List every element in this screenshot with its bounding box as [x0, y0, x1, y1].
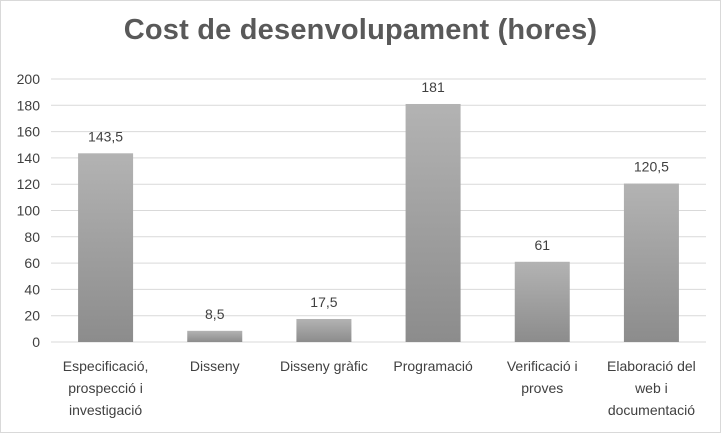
category-label: web i: [634, 380, 668, 396]
data-label: 143,5: [88, 128, 123, 144]
bar: [296, 318, 352, 342]
bars: [78, 103, 679, 342]
y-tick-label: 160: [17, 124, 41, 140]
category-label: Disseny gràfic: [280, 358, 368, 374]
data-label: 8,5: [205, 306, 225, 322]
y-tick-label: 20: [24, 308, 40, 324]
y-tick-label: 180: [17, 97, 41, 113]
y-tick-label: 100: [17, 203, 41, 219]
category-label: prospecció i: [68, 380, 143, 396]
category-label: investigació: [69, 402, 142, 418]
y-tick-label: 200: [17, 71, 41, 87]
gridlines: [51, 78, 706, 343]
y-tick-label: 40: [24, 281, 40, 297]
data-labels: 143,5 8,5 17,5 181 61 120,5: [88, 79, 669, 322]
data-label: 61: [534, 237, 550, 253]
y-axis-ticks: 0 20 40 60 80 100 120 140 160 180 200: [17, 71, 41, 350]
bar: [78, 153, 134, 342]
category-label: documentació: [608, 402, 695, 418]
data-label: 120,5: [634, 159, 669, 175]
bar: [405, 103, 461, 342]
data-label: 17,5: [310, 294, 337, 310]
category-label: Programació: [393, 358, 473, 374]
y-tick-label: 80: [24, 229, 40, 245]
y-tick-label: 120: [17, 176, 41, 192]
category-label: Disseny: [190, 358, 240, 374]
y-tick-label: 0: [32, 334, 40, 350]
bar: [514, 261, 570, 342]
data-label: 181: [421, 79, 445, 95]
category-label: proves: [521, 380, 563, 396]
y-tick-label: 140: [17, 150, 41, 166]
category-label: Elaboració del: [607, 358, 696, 374]
bar: [187, 330, 243, 342]
category-label: Especificació,: [63, 358, 149, 374]
chart-title: Cost de desenvolupament (hores): [123, 14, 598, 46]
y-tick-label: 60: [24, 255, 40, 271]
category-labels: Especificació, prospecció i investigació Di…: [63, 358, 696, 418]
bar: [623, 183, 679, 342]
category-label: Verificació i: [507, 358, 578, 374]
